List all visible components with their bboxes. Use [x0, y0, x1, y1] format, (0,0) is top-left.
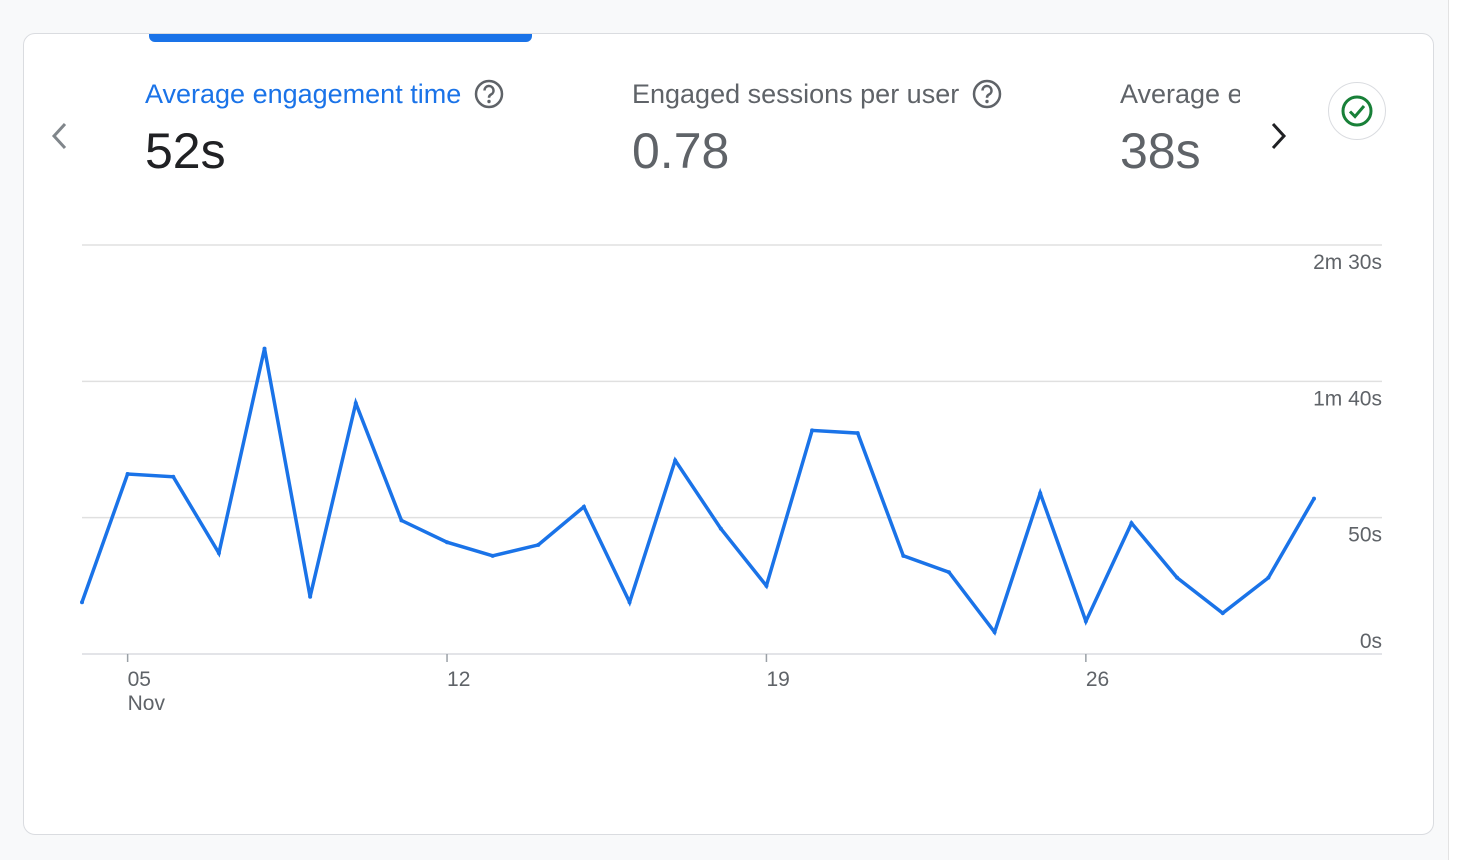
data-point[interactable]: [718, 526, 723, 531]
previous-metric-button[interactable]: [38, 114, 82, 158]
data-point[interactable]: [1266, 575, 1271, 580]
data-point[interactable]: [216, 551, 221, 556]
data-point[interactable]: [1083, 619, 1088, 624]
data-point[interactable]: [764, 583, 769, 588]
data-point[interactable]: [125, 472, 130, 477]
check-circle-icon: [1341, 95, 1373, 127]
x-tick-sublabel: Nov: [128, 692, 166, 715]
data-point[interactable]: [490, 553, 495, 558]
y-tick-label: 1m 40s: [1313, 387, 1382, 410]
data-point[interactable]: [946, 570, 951, 575]
data-point[interactable]: [1129, 521, 1134, 526]
data-point[interactable]: [262, 346, 267, 351]
tab-title: Average e: [1120, 79, 1240, 109]
status-check-button[interactable]: [1328, 82, 1386, 140]
tab-value: 38s: [1120, 123, 1201, 179]
data-point[interactable]: [1312, 496, 1316, 501]
data-point[interactable]: [399, 518, 404, 523]
data-point[interactable]: [901, 553, 906, 558]
tab-title: Average engagement time: [145, 79, 462, 109]
data-point[interactable]: [627, 600, 632, 605]
y-tick-label: 50s: [1348, 524, 1382, 547]
series-line[interactable]: [80, 348, 1316, 636]
x-tick-label: 19: [766, 668, 789, 691]
data-point[interactable]: [1038, 491, 1043, 496]
data-point[interactable]: [171, 474, 176, 479]
line-chart: 0s 50s 1m 40s 2m 30s 05 Nov 12 19 26: [24, 34, 1433, 834]
data-point[interactable]: [1175, 575, 1180, 580]
help-circle-icon[interactable]: [971, 78, 1003, 110]
tab-title: Engaged sessions per user: [632, 79, 960, 109]
data-point[interactable]: [445, 540, 450, 545]
data-point[interactable]: [992, 630, 997, 635]
active-tab-indicator: [149, 34, 532, 42]
x-tick-label: 26: [1086, 668, 1109, 691]
data-point[interactable]: [80, 600, 84, 605]
tab-average-engagement-time[interactable]: Average engagement time 52s: [145, 76, 505, 180]
y-tick-label: 0s: [1360, 630, 1382, 653]
help-circle-icon[interactable]: [473, 78, 505, 110]
data-point[interactable]: [353, 401, 358, 406]
x-tick-label: 12: [447, 668, 470, 691]
y-tick-label: 2m 30s: [1313, 251, 1382, 274]
data-point[interactable]: [810, 428, 815, 433]
right-edge-panel: [1448, 0, 1464, 860]
data-point[interactable]: [673, 458, 678, 463]
tab-value: 0.78: [632, 123, 730, 179]
data-point[interactable]: [855, 431, 860, 436]
tab-average-engagement-partial[interactable]: Average e 38s: [1120, 76, 1240, 226]
x-tick-label: 05: [128, 668, 151, 691]
chevron-right-icon: [1271, 122, 1287, 150]
next-metric-button[interactable]: [1256, 114, 1300, 158]
tab-value: 52s: [145, 123, 226, 179]
data-point[interactable]: [536, 542, 541, 547]
data-point[interactable]: [308, 594, 313, 599]
data-point[interactable]: [1220, 611, 1225, 616]
data-point[interactable]: [581, 504, 586, 509]
chevron-left-icon: [51, 122, 67, 150]
tab-engaged-sessions-per-user[interactable]: Engaged sessions per user 0.78: [632, 76, 1003, 180]
metric-chart-card: Average engagement time 52s Engaged sess…: [23, 33, 1434, 835]
